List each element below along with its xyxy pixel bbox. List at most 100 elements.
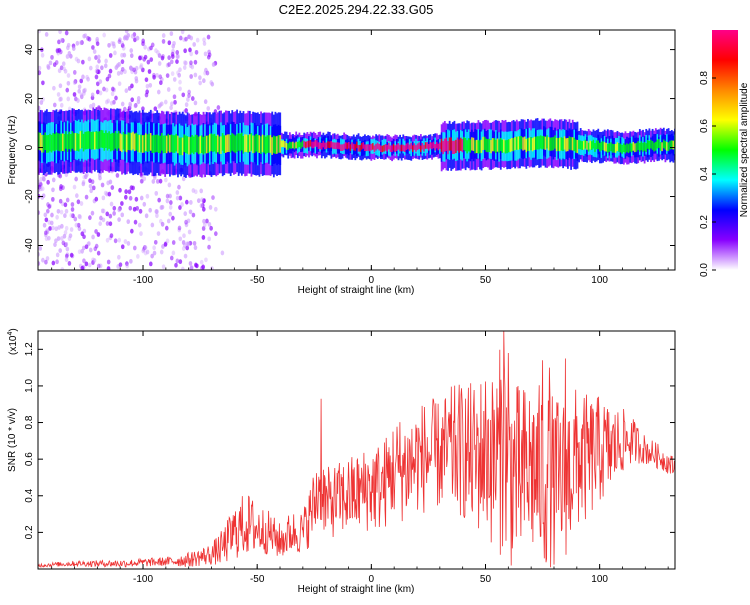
- spectrogram-cell: [61, 133, 64, 152]
- spectrogram-cell: [399, 144, 401, 152]
- spectrogram-cell: [175, 59, 179, 64]
- spectrogram-cell: [70, 207, 75, 212]
- spectrogram-cell: [546, 135, 549, 149]
- spectrogram-cell: [344, 142, 347, 149]
- spectrogram-cell: [65, 131, 67, 149]
- spectrogram-cell: [186, 97, 190, 102]
- spectrogram-cell: [182, 37, 186, 43]
- spectrogram-cell: [169, 255, 174, 261]
- spectrogram-cell: [77, 133, 80, 152]
- spectrogram-cell: [44, 217, 49, 223]
- spectrogram-cell: [341, 144, 344, 151]
- spectrogram-cell: [149, 57, 154, 63]
- spectrogram-cell: [531, 138, 534, 152]
- spectrogram-cell: [184, 108, 188, 113]
- spectrogram-cell: [555, 137, 558, 152]
- spectrogram-cell: [338, 142, 341, 150]
- spectrogram-cell: [122, 131, 125, 150]
- spectrogram-cell: [664, 140, 667, 150]
- spectrogram-cell: [182, 60, 187, 66]
- spectrogram-cell: [175, 258, 180, 264]
- spectrogram-cell: [71, 46, 76, 52]
- spectrogram-cell: [157, 61, 162, 66]
- spectrogram-cell: [169, 59, 174, 65]
- spectrogram-cell: [141, 135, 144, 153]
- spectrogram-cell: [522, 137, 525, 151]
- spectrogram-cell: [122, 52, 127, 58]
- spectrogram-cell: [58, 83, 63, 89]
- spectrogram-cell: [167, 182, 172, 188]
- spectrogram-cell: [456, 137, 459, 151]
- spectrogram-cell: [95, 131, 98, 149]
- spectrogram-cell: [437, 143, 440, 151]
- spectrogram-cell: [60, 133, 63, 152]
- spectrogram-cell: [157, 53, 162, 58]
- spectrogram-cell: [189, 200, 193, 205]
- spectrogram-cell: [357, 145, 360, 152]
- spectrogram-cell: [170, 51, 175, 57]
- spectrogram-cell: [81, 74, 85, 80]
- spectrogram-cell: [61, 240, 66, 246]
- spectrogram-cell: [498, 139, 501, 153]
- spectrogram-cell: [178, 205, 182, 210]
- spectrogram-cell: [236, 134, 238, 152]
- spectrogram-cell: [71, 131, 74, 149]
- spectrogram-cell: [189, 136, 192, 155]
- spectrogram-cell: [74, 222, 79, 228]
- spectrogram-cell: [194, 189, 198, 195]
- spectrogram-cell: [343, 143, 346, 151]
- spectrogram-cell: [72, 70, 77, 75]
- spectrogram-cell: [69, 252, 74, 258]
- spectrogram-cell: [134, 65, 139, 71]
- spectrogram-cell: [123, 69, 127, 75]
- spectrogram-cell: [160, 55, 165, 61]
- spectrogram-cell: [144, 92, 149, 98]
- spectrogram-cell: [98, 221, 102, 227]
- spectrogram-cell: [616, 142, 619, 152]
- spectrogram-cell: [672, 140, 675, 150]
- snr-frame: [37, 330, 676, 570]
- spectrogram-cell: [509, 138, 512, 153]
- spectrogram-y-label: Frequency (Hz): [7, 116, 18, 185]
- spectrogram-cell: [157, 135, 160, 154]
- spectrogram-cell: [415, 145, 417, 152]
- spectrogram-cell: [263, 135, 266, 153]
- spectrogram-cell: [429, 141, 432, 149]
- spectrogram-cell: [50, 54, 54, 60]
- spectrogram-cell: [322, 140, 325, 148]
- spectrogram-cell: [191, 135, 194, 153]
- spectrogram-cell: [113, 50, 117, 56]
- spectrogram-cell: [62, 233, 67, 239]
- spectrogram-cell: [667, 142, 670, 152]
- spectrogram-cell: [95, 81, 100, 87]
- spectrogram-cell: [160, 221, 165, 227]
- spectrogram-cell: [74, 133, 77, 151]
- spectrogram-cell: [175, 133, 178, 152]
- spectrogram-cell: [325, 142, 328, 150]
- spectrogram-cell: [58, 248, 63, 254]
- spectrogram-cell: [466, 140, 469, 154]
- spectrogram-cell: [159, 218, 163, 224]
- spectrogram-cell: [120, 52, 124, 58]
- spectrogram-cell: [56, 92, 61, 97]
- spectrogram-cell: [656, 139, 659, 149]
- spectrogram-cell: [397, 143, 400, 150]
- spectrogram-cell: [210, 133, 213, 152]
- spectrogram-cell: [85, 131, 88, 150]
- spectrogram-cell: [191, 212, 196, 218]
- spectrogram-cell: [298, 140, 301, 148]
- spectrogram-cell: [153, 239, 158, 245]
- spectrogram-cell: [279, 135, 282, 153]
- spectrogram-cell: [102, 86, 106, 92]
- spectrogram-cell: [141, 38, 145, 44]
- spectrogram-cell: [38, 245, 43, 251]
- spectrogram-cell: [405, 143, 408, 151]
- spectrogram-cell: [97, 131, 99, 150]
- spectrogram-cell: [188, 63, 193, 69]
- spectrogram-cell: [646, 140, 649, 149]
- spectrogram-cell: [439, 142, 441, 150]
- spectrogram-cell: [372, 143, 374, 150]
- spectrogram-cell: [541, 136, 544, 150]
- spectrogram-cell: [106, 180, 110, 186]
- spectrogram-cell: [92, 131, 95, 150]
